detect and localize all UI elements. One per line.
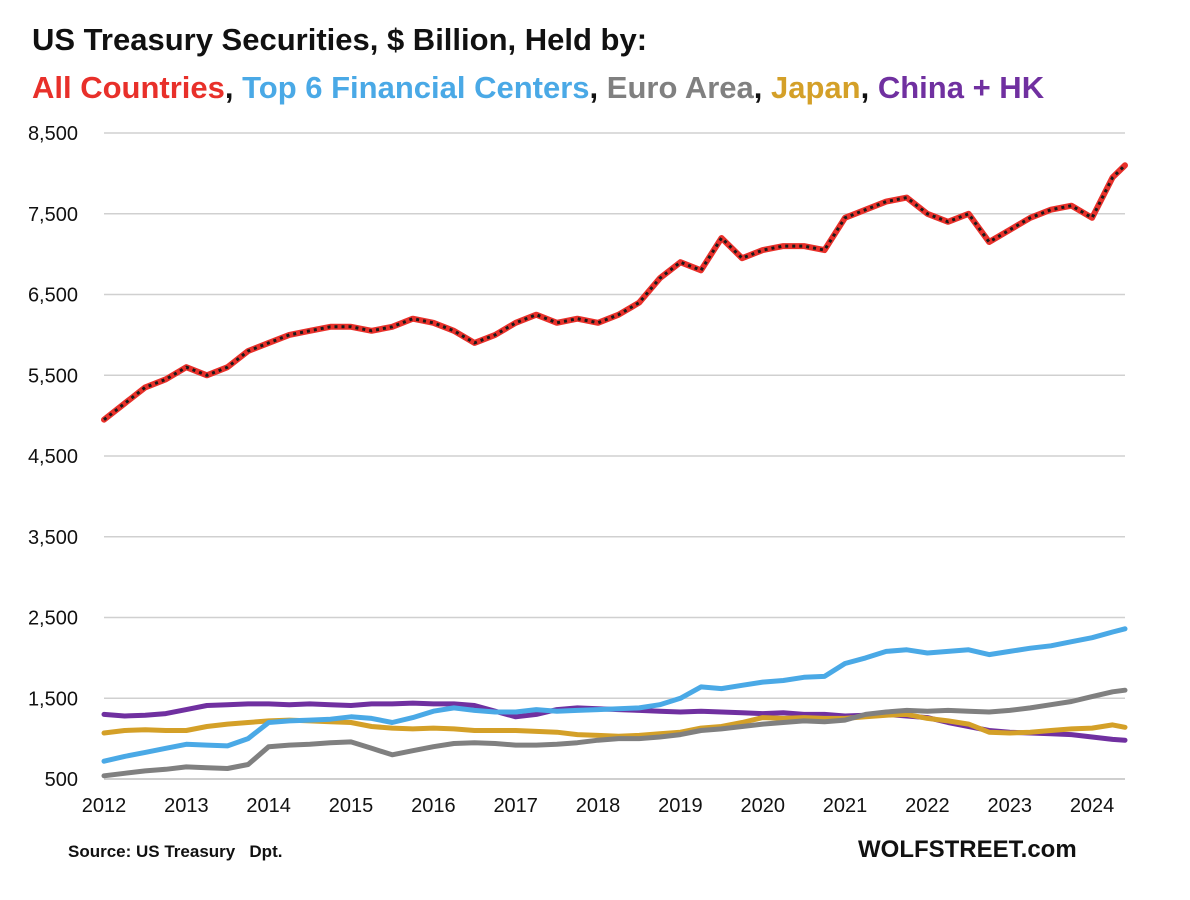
legend-separator: , bbox=[589, 70, 607, 105]
legend-item-all-countries: All Countries bbox=[32, 70, 225, 105]
legend-item-japan: Japan bbox=[771, 70, 861, 105]
legend-separator: , bbox=[224, 70, 243, 105]
y-tick-label: 500 bbox=[45, 769, 78, 791]
x-tick-label: 2012 bbox=[82, 795, 127, 817]
x-tick-label: 2024 bbox=[1070, 795, 1115, 817]
x-tick-label: 2018 bbox=[576, 795, 621, 817]
legend: All Countries, Top 6 Financial Centers, … bbox=[32, 70, 1044, 106]
y-tick-label: 7,500 bbox=[28, 204, 78, 226]
legend-item-china-hk: China + HK bbox=[877, 70, 1045, 105]
legend-item-euro-area: Euro Area bbox=[606, 70, 754, 105]
x-tick-label: 2017 bbox=[493, 795, 538, 817]
legend-item-top-6-financial-centers: Top 6 Financial Centers bbox=[242, 70, 590, 105]
x-tick-label: 2020 bbox=[740, 795, 785, 817]
x-tick-label: 2016 bbox=[411, 795, 456, 817]
legend-separator: , bbox=[860, 70, 878, 105]
series-line-top-6-financial-centers bbox=[101, 626, 1128, 764]
y-tick-label: 2,500 bbox=[28, 608, 78, 630]
x-tick-label: 2013 bbox=[164, 795, 209, 817]
series-line-all-countries bbox=[101, 162, 1128, 423]
y-tick-label: 6,500 bbox=[28, 285, 78, 307]
x-tick-label: 2022 bbox=[905, 795, 950, 817]
series-line-euro-area bbox=[101, 687, 1128, 779]
x-tick-label: 2019 bbox=[658, 795, 703, 817]
legend-separator: , bbox=[753, 70, 772, 105]
x-tick-label: 2014 bbox=[246, 795, 291, 817]
y-tick-label: 5,500 bbox=[28, 365, 78, 387]
series-dots-all-countries bbox=[103, 164, 1127, 421]
y-tick-label: 3,500 bbox=[28, 527, 78, 549]
source-note: Source: US Treasury Dpt. bbox=[68, 842, 283, 861]
y-tick-label: 8,500 bbox=[28, 123, 78, 145]
brand-watermark: WOLFSTREET.com bbox=[858, 836, 1077, 863]
y-tick-label: 4,500 bbox=[28, 446, 78, 468]
chart-title: US Treasury Securities, $ Billion, Held … bbox=[32, 22, 648, 57]
x-tick-label: 2015 bbox=[329, 795, 374, 817]
x-tick-label: 2023 bbox=[987, 795, 1032, 817]
x-tick-label: 2021 bbox=[823, 795, 868, 817]
y-tick-label: 1,500 bbox=[28, 688, 78, 710]
